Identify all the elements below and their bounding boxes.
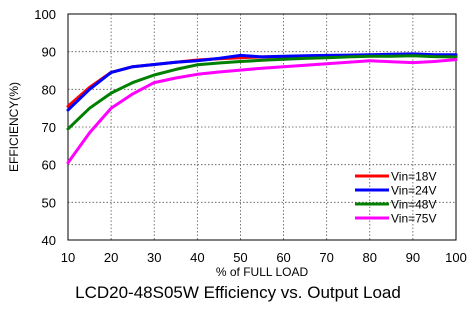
y-tick-label: 60	[42, 158, 56, 173]
y-axis-ticks: 40 50 60 70 80 90 100	[34, 7, 56, 248]
y-tick-label: 50	[42, 195, 56, 210]
y-tick-label: 80	[42, 82, 56, 97]
y-tick-label: 100	[34, 7, 56, 22]
x-axis-ticks: 10 20 30 40 50 60 70 80 90 100	[61, 250, 467, 265]
x-tick-label: 30	[147, 250, 161, 265]
series-line-4	[66, 58, 458, 165]
x-axis-label: % of FULL LOAD	[216, 265, 309, 279]
y-tick-label: 70	[42, 120, 56, 135]
x-tick-label: 100	[445, 250, 467, 265]
x-tick-label: 60	[276, 250, 290, 265]
series-lines	[66, 52, 458, 165]
series-line-3	[66, 54, 458, 131]
y-tick-label: 90	[42, 45, 56, 60]
y-axis-label: EFFICIENCY(%)	[7, 82, 21, 172]
x-tick-label: 70	[319, 250, 333, 265]
series-line-2	[66, 52, 458, 112]
x-tick-label: 20	[104, 250, 118, 265]
x-tick-label: 50	[233, 250, 247, 265]
y-tick-label: 40	[42, 233, 56, 248]
legend-label: Vin=18V	[391, 170, 437, 184]
grid-lines	[68, 14, 456, 240]
x-tick-label: 90	[406, 250, 420, 265]
legend-label: Vin=24V	[391, 184, 437, 198]
efficiency-chart: 10 20 30 40 50 60 70 80 90 100 40 50 60 70 80 90 100 % …	[7, 7, 467, 279]
legend-label: Vin=48V	[391, 198, 437, 212]
x-tick-label: 10	[61, 250, 75, 265]
legend-label: Vin=75V	[391, 212, 437, 226]
x-tick-label: 40	[190, 250, 204, 265]
x-tick-label: 80	[363, 250, 377, 265]
chart-caption: LCD20-48S05W Efficiency vs. Output Load	[75, 283, 401, 302]
